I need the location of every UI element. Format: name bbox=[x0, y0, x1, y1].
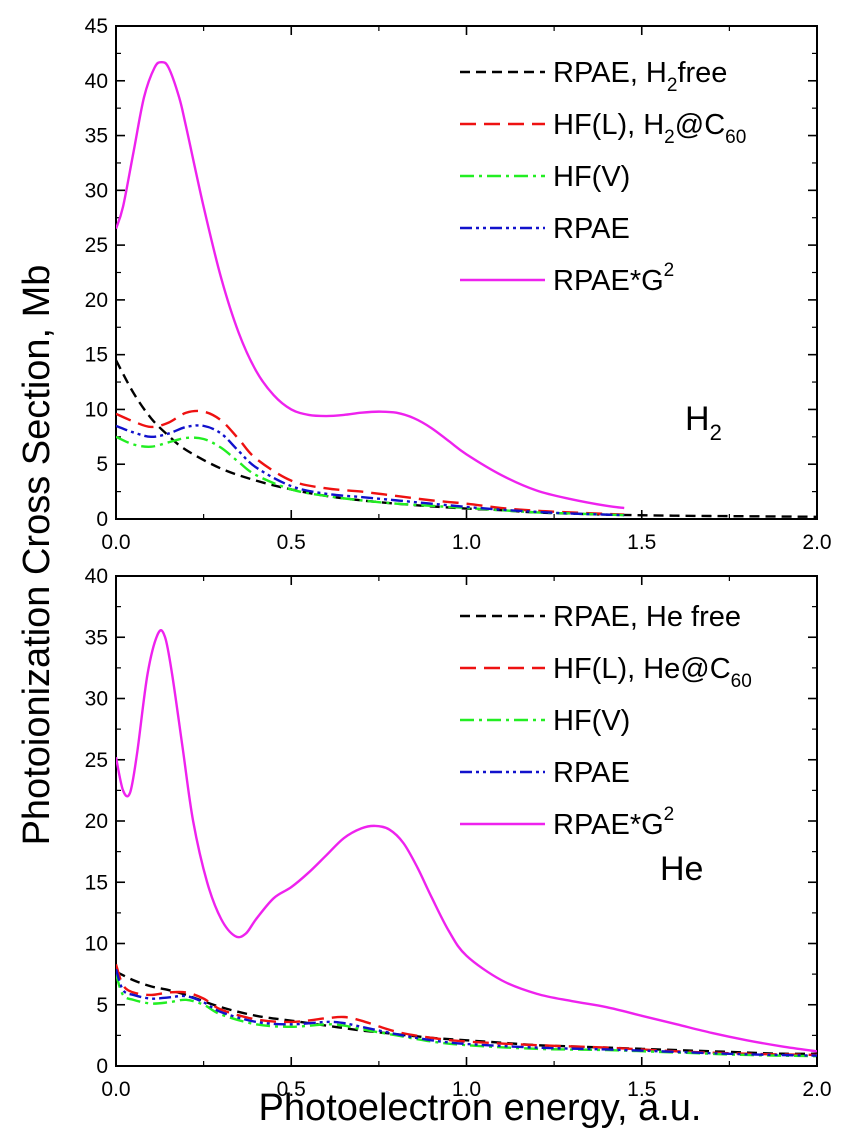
legend-label-2: HF(L), H2@C60 bbox=[553, 109, 746, 148]
series-line-4 bbox=[116, 424, 625, 517]
legend-label-4: RPAE bbox=[553, 213, 630, 245]
y-tick-label: 0 bbox=[96, 508, 108, 531]
chart-panel-2: 0.0 0.5 1.0 1.5 2.0 0 5 10 15 20 25 30 35 40 RPAE, He … bbox=[85, 565, 832, 1101]
x-tick-label: 0.5 bbox=[277, 531, 306, 554]
y-tick-label: 45 bbox=[85, 15, 108, 38]
y-tick-label: 35 bbox=[85, 626, 108, 649]
y-tick-label: 40 bbox=[85, 70, 108, 93]
legend-text: RPAE*G bbox=[553, 809, 664, 841]
legend-label-3: HF(V) bbox=[553, 161, 630, 193]
y-tick-label: 25 bbox=[85, 234, 108, 257]
x-tick-label: 1.0 bbox=[452, 531, 481, 554]
x-tick-label: 2.0 bbox=[802, 531, 831, 554]
y-tick-label: 20 bbox=[85, 289, 108, 312]
plot-frame bbox=[115, 25, 818, 520]
series-line-3 bbox=[116, 973, 817, 1058]
x-tick-label: 0.0 bbox=[101, 1078, 130, 1101]
chart-panel-1: 0.0 0.5 1.0 1.5 2.0 0 5 10 15 20 25 30 35 40 45 RPAE, H… bbox=[85, 15, 832, 554]
x-tick-label: 1.5 bbox=[627, 1078, 656, 1101]
legend-superscript: 2 bbox=[664, 260, 675, 281]
y-tick-label: 40 bbox=[85, 565, 108, 588]
panel-label: He bbox=[660, 850, 703, 888]
legend-text: RPAE bbox=[553, 757, 630, 789]
y-tick-label: 5 bbox=[96, 994, 108, 1017]
legend-text: HF(V) bbox=[553, 705, 630, 737]
legend-subscript: 60 bbox=[725, 127, 746, 148]
legend-text: RPAE, H bbox=[553, 57, 667, 89]
y-tick-label: 35 bbox=[85, 125, 108, 148]
y-axis-title: Photoionization Cross Section, Mb bbox=[16, 265, 58, 846]
series-line-3 bbox=[116, 435, 625, 517]
y-tick-label: 15 bbox=[85, 871, 108, 894]
legend-text: free bbox=[677, 57, 727, 89]
legend-label-5: RPAE*G2 bbox=[553, 804, 674, 841]
legend-label-3: HF(V) bbox=[553, 705, 630, 737]
y-tick-label: 30 bbox=[85, 688, 108, 711]
x-tick-label: 1.0 bbox=[452, 1078, 481, 1101]
legend-label-5: RPAE*G2 bbox=[553, 260, 674, 297]
legend-label-2: HF(L), He@C60 bbox=[553, 653, 752, 692]
series-line-5 bbox=[116, 60, 625, 510]
y-tick-label: 15 bbox=[85, 344, 108, 367]
y-tick-label: 10 bbox=[85, 933, 108, 956]
x-tick-label: 0.0 bbox=[101, 531, 130, 554]
legend-text: RPAE bbox=[553, 213, 630, 245]
x-tick-label: 2.0 bbox=[802, 1078, 831, 1101]
series-line-2 bbox=[116, 409, 625, 516]
series-line-5 bbox=[116, 629, 817, 1053]
x-tick-label: 1.5 bbox=[627, 531, 656, 554]
legend-label-1: RPAE, H2free bbox=[553, 57, 727, 96]
legend-text: @C bbox=[675, 109, 725, 141]
legend-text: RPAE*G bbox=[553, 265, 664, 297]
legend-text: HF(L), He@C bbox=[553, 653, 731, 685]
legend-subscript: 60 bbox=[731, 671, 752, 692]
y-tick-label: 10 bbox=[85, 398, 108, 421]
legend-text: HF(V) bbox=[553, 161, 630, 193]
legend-subscript: 2 bbox=[664, 127, 675, 148]
y-tick-label: 20 bbox=[85, 810, 108, 833]
legend-superscript: 2 bbox=[664, 804, 675, 825]
legend-text: HF(L), H bbox=[553, 109, 664, 141]
legend-subscript: 2 bbox=[667, 75, 678, 96]
series-line-4 bbox=[116, 968, 817, 1057]
series-line-2 bbox=[116, 963, 817, 1057]
legend-label-4: RPAE bbox=[553, 757, 630, 789]
panel-label: H2 bbox=[685, 400, 722, 445]
y-tick-label: 0 bbox=[96, 1055, 108, 1078]
y-tick-label: 5 bbox=[96, 453, 108, 476]
plot-frame bbox=[115, 575, 818, 1067]
y-tick-label: 25 bbox=[85, 749, 108, 772]
y-tick-label: 30 bbox=[85, 179, 108, 202]
x-tick-label: 0.5 bbox=[277, 1078, 306, 1101]
legend-label-1: RPAE, He free bbox=[553, 601, 741, 633]
x-axis-title: Photoelectron energy, a.u. bbox=[259, 1087, 702, 1129]
legend-text: RPAE, He free bbox=[553, 601, 741, 633]
